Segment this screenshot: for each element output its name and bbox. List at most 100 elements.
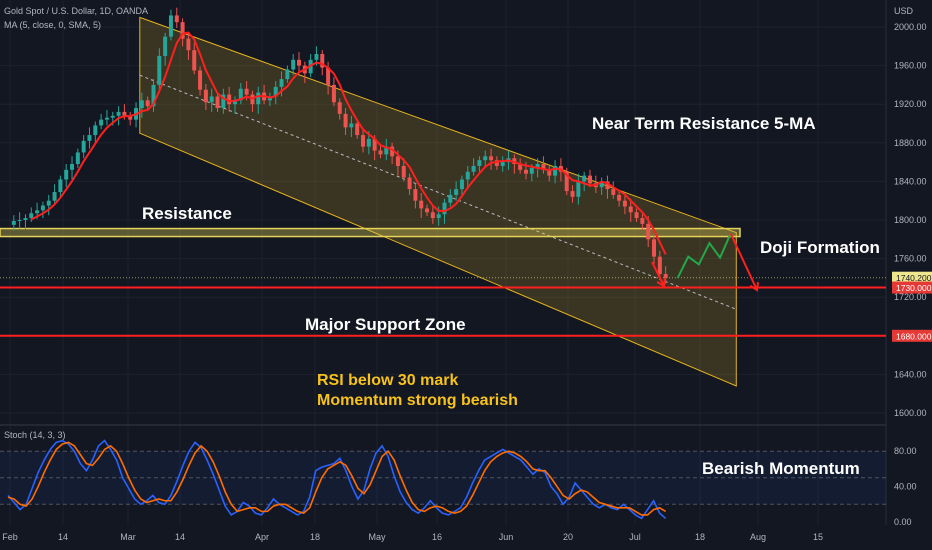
candle [256, 92, 261, 105]
rsi-note-line-1: RSI below 30 mark [317, 372, 459, 389]
candle [291, 59, 296, 70]
price-tick-label: 1600.00 [894, 408, 927, 418]
indicator-title: MA (5, close, 0, SMA, 5) [4, 20, 102, 30]
candle [145, 100, 150, 107]
candle [75, 152, 80, 165]
symbol-title: Gold Spot / U.S. Dollar, 1D, OANDA [4, 6, 149, 16]
candle [442, 202, 447, 215]
price-label-box [892, 281, 932, 294]
time-tick-label: Apr [255, 532, 269, 542]
candle [657, 256, 662, 275]
candle [81, 140, 86, 153]
candle [529, 167, 534, 174]
candle [87, 135, 92, 141]
candle [355, 123, 360, 136]
candle [40, 205, 45, 211]
candle [553, 165, 558, 176]
stoch-tick-label: 0.00 [894, 517, 912, 527]
candle [384, 146, 389, 155]
candle [622, 200, 627, 207]
candle [227, 94, 232, 105]
candle [70, 164, 75, 170]
candle [535, 164, 540, 168]
candle [541, 164, 546, 170]
candle [640, 218, 645, 224]
candle [663, 274, 668, 278]
candle [349, 123, 354, 128]
stoch-k-line [7, 439, 667, 520]
candle [628, 206, 633, 213]
candle [64, 169, 69, 180]
time-tick-label: Feb [2, 532, 18, 542]
time-tick-label: 15 [813, 532, 823, 542]
candle [209, 96, 214, 103]
time-axis: Feb 14 Mar 14 Apr 18 May 16 Jun 20 Jul 18 Aug 15 [2, 532, 823, 542]
candle [372, 138, 377, 151]
candle [599, 181, 604, 188]
candle [471, 165, 476, 172]
candle [588, 175, 592, 184]
candle [168, 15, 173, 37]
candle [215, 96, 220, 109]
candle [430, 212, 435, 219]
rsi-note-line-2: Momentum strong bearish [317, 392, 518, 409]
resistance-label: Resistance [142, 204, 232, 223]
arrows [651, 233, 760, 292]
candle [390, 146, 395, 157]
candle [407, 177, 412, 190]
bearish-arrow-2 [729, 233, 758, 291]
candle [483, 156, 488, 161]
candle [232, 100, 237, 105]
candle [139, 100, 144, 109]
candle [110, 115, 115, 118]
candle [366, 138, 371, 147]
candle [116, 111, 121, 116]
candle [576, 181, 581, 197]
candle [570, 191, 575, 197]
candle [128, 115, 133, 120]
candle [436, 214, 441, 219]
time-tick-label: 18 [310, 532, 320, 542]
major-support-label: Major Support Zone [305, 315, 466, 334]
candle [489, 156, 494, 161]
candle [35, 210, 40, 214]
time-tick-label: Jun [499, 532, 514, 542]
price-label-text: 1740.200 [896, 273, 932, 283]
candle [523, 169, 528, 174]
candle [180, 22, 185, 39]
stoch-pane: 80.00 40.00 0.00 [0, 439, 917, 527]
price-tick-label: 1840.00 [894, 176, 927, 186]
price-label-box [892, 329, 932, 342]
price-label-text: 1730.000 [896, 283, 932, 293]
candle [326, 67, 331, 85]
candle [361, 135, 366, 147]
candle [465, 171, 470, 180]
stoch-tick-label: 80.00 [894, 446, 917, 456]
candle [23, 218, 28, 220]
price-tick-label: 1760.00 [894, 254, 927, 264]
bearish-arrow-2-head [749, 281, 760, 292]
candle [11, 220, 16, 225]
candle [244, 88, 249, 95]
candle [17, 220, 22, 221]
currency-label: USD [894, 6, 914, 16]
candle [279, 79, 284, 87]
candle [582, 175, 587, 182]
bearish-arrow-1-head [656, 277, 666, 288]
price-tick-label: 1720.00 [894, 292, 927, 302]
doji-formation-label: Doji Formation [760, 238, 880, 257]
stoch-tick-label: 40.00 [894, 482, 917, 492]
candle [425, 208, 430, 213]
projection-path [676, 233, 732, 279]
time-tick-label: 20 [563, 532, 573, 542]
candle [459, 179, 464, 190]
candle [297, 59, 301, 66]
candle [477, 160, 482, 166]
candle [652, 239, 657, 257]
time-tick-label: 14 [175, 532, 185, 542]
candle [564, 171, 569, 192]
candle [617, 194, 622, 201]
candle [413, 189, 418, 201]
time-tick-label: 18 [695, 532, 705, 542]
